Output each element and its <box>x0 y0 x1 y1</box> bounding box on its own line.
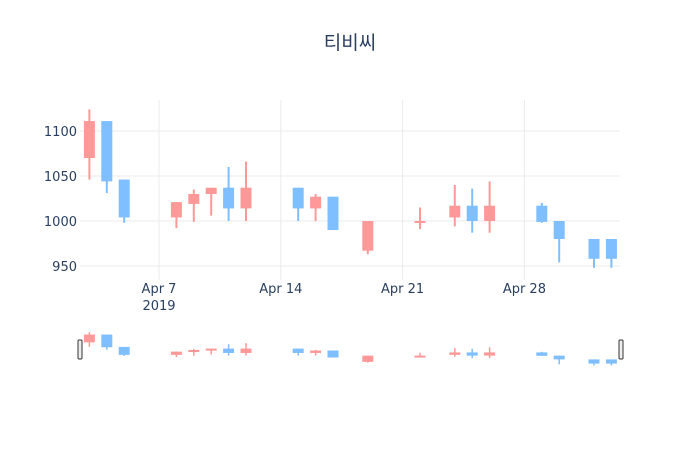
rangeslider-candle <box>414 352 426 358</box>
rangeslider-candle <box>536 351 548 356</box>
chart-title: 티비씨 <box>323 32 377 54</box>
rangeslider-candle <box>553 355 565 365</box>
candle[interactable] <box>362 221 374 255</box>
candle[interactable] <box>118 179 130 223</box>
range-slider-right-handle[interactable] <box>618 339 624 360</box>
range-slider-left-handle[interactable] <box>77 339 83 360</box>
candle[interactable] <box>449 185 461 227</box>
rangeslider-candle <box>466 348 478 359</box>
candle[interactable] <box>292 187 304 221</box>
y-tick-label: 950 <box>52 260 77 275</box>
rangeslider-candle <box>101 334 113 350</box>
candles <box>83 109 617 268</box>
candle[interactable] <box>83 109 95 180</box>
rangeslider-candle <box>188 348 200 356</box>
y-tick-label: 1000 <box>44 215 77 230</box>
rangeslider-candle <box>292 348 304 356</box>
candle[interactable] <box>188 189 200 222</box>
rangeslider-candle <box>310 349 322 356</box>
y-axis: 950 1000 1050 1100 <box>44 125 77 275</box>
rangeslider-candle <box>484 347 496 359</box>
candle[interactable] <box>310 194 322 221</box>
candle[interactable] <box>170 202 182 229</box>
x-tick-label: Apr 21 <box>381 282 424 297</box>
gridlines <box>80 100 620 280</box>
rangeslider-candle <box>588 359 600 366</box>
candle[interactable] <box>101 121 113 194</box>
x-tick-label: Apr 7 <box>142 282 177 297</box>
candle[interactable] <box>484 181 496 233</box>
candle[interactable] <box>553 221 565 263</box>
candle[interactable] <box>240 161 252 221</box>
rangeslider-candle <box>362 355 374 363</box>
range-slider[interactable] <box>77 332 624 366</box>
x-tick-sublabel: 2019 <box>142 299 175 314</box>
rangeslider-candle <box>118 346 130 356</box>
candle[interactable] <box>414 207 426 230</box>
candle[interactable] <box>466 188 478 233</box>
y-tick-label: 1100 <box>44 125 77 140</box>
x-tick-label: Apr 14 <box>259 282 302 297</box>
candle[interactable] <box>588 239 600 268</box>
candle[interactable] <box>605 239 617 268</box>
rangeslider-candle <box>170 351 182 358</box>
rangeslider-candle <box>83 332 95 347</box>
rangeslider-candle <box>205 348 217 355</box>
y-tick-label: 1050 <box>44 170 77 185</box>
rangeslider-candle <box>240 343 252 356</box>
candle[interactable] <box>223 167 235 221</box>
rangeslider-candle <box>605 359 617 366</box>
x-axis: Apr 7 2019 Apr 14 Apr 21 Apr 28 <box>142 282 546 314</box>
x-tick-label: Apr 28 <box>503 282 546 297</box>
candle[interactable] <box>327 196 339 230</box>
candle[interactable] <box>205 187 217 216</box>
rangeslider-candle <box>449 348 461 357</box>
candle[interactable] <box>536 203 548 223</box>
rangeslider-candle <box>327 350 339 358</box>
rangeslider-candle <box>223 344 235 356</box>
